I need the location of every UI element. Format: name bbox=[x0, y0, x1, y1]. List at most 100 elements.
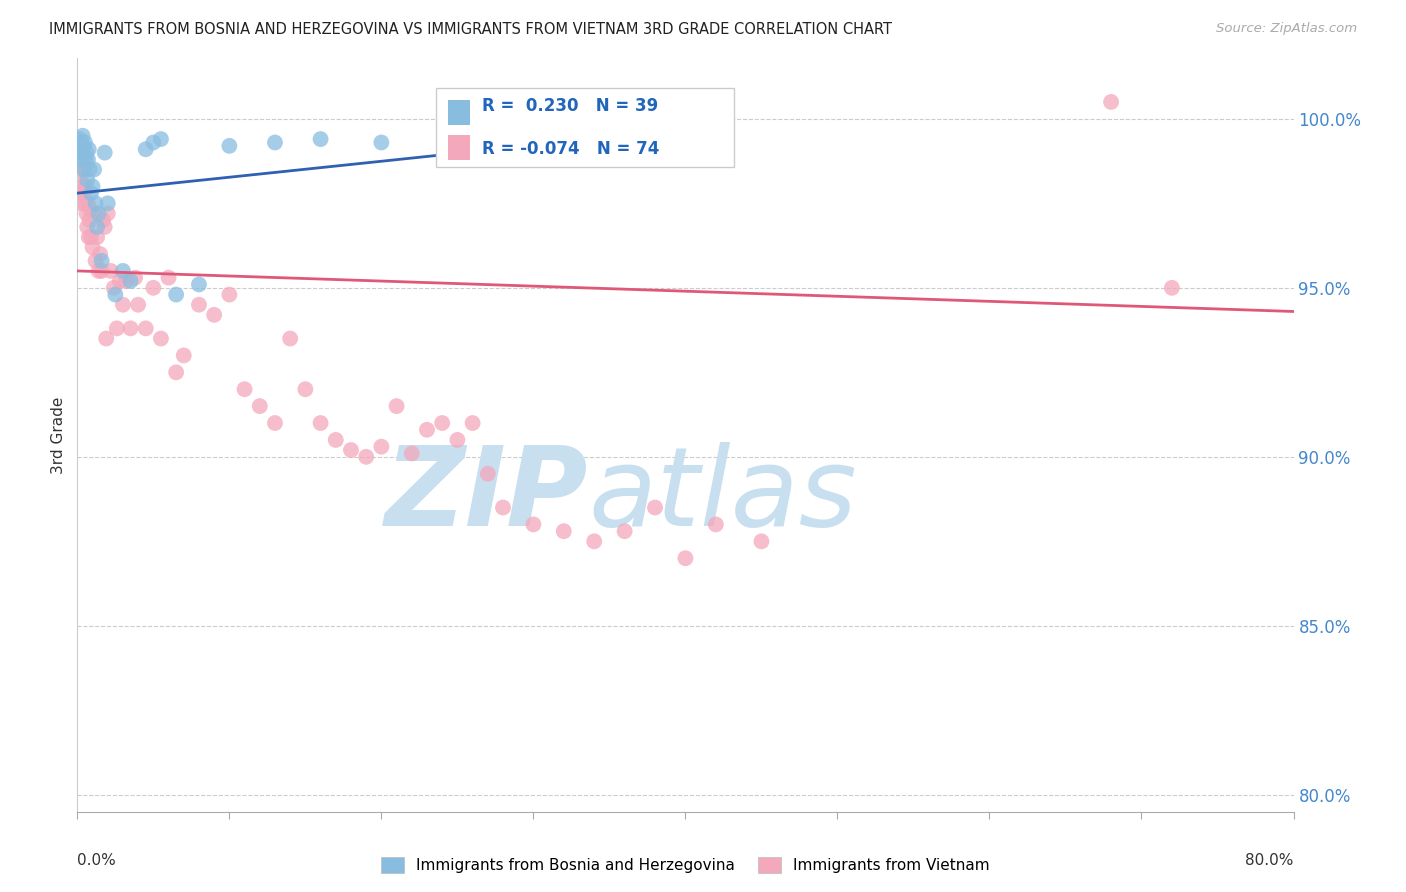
Point bbox=[70, 196, 93, 211]
Point bbox=[67, 142, 90, 156]
Point bbox=[73, 186, 96, 201]
Point bbox=[583, 534, 606, 549]
Point bbox=[309, 416, 332, 430]
Point bbox=[568, 132, 591, 146]
Point bbox=[89, 247, 111, 261]
Point bbox=[477, 467, 499, 481]
Point bbox=[111, 264, 134, 278]
Point bbox=[751, 534, 773, 549]
Y-axis label: 3rd Grade: 3rd Grade bbox=[51, 396, 66, 474]
Point bbox=[124, 270, 146, 285]
Point bbox=[69, 132, 91, 146]
Point bbox=[77, 230, 100, 244]
Point bbox=[325, 433, 347, 447]
Point bbox=[264, 136, 287, 150]
Point bbox=[157, 270, 180, 285]
Point bbox=[70, 145, 93, 160]
Point bbox=[1161, 281, 1184, 295]
Point bbox=[79, 162, 101, 177]
Point bbox=[82, 240, 104, 254]
Point bbox=[120, 274, 142, 288]
FancyBboxPatch shape bbox=[449, 135, 470, 160]
Point bbox=[75, 153, 97, 167]
Point bbox=[165, 365, 187, 379]
Point bbox=[370, 136, 392, 150]
Point bbox=[97, 196, 120, 211]
FancyBboxPatch shape bbox=[449, 100, 470, 125]
Point bbox=[79, 203, 101, 218]
Point bbox=[613, 128, 636, 143]
Point bbox=[76, 172, 98, 186]
Point bbox=[111, 298, 134, 312]
Point bbox=[644, 500, 666, 515]
Point bbox=[75, 145, 97, 160]
Point bbox=[72, 139, 94, 153]
Legend: Immigrants from Bosnia and Herzegovina, Immigrants from Vietnam: Immigrants from Bosnia and Herzegovina, … bbox=[375, 851, 995, 880]
Point bbox=[93, 219, 115, 234]
Point bbox=[86, 219, 108, 234]
Point bbox=[149, 132, 172, 146]
Point bbox=[87, 206, 110, 220]
Point bbox=[233, 382, 256, 396]
Point bbox=[104, 287, 127, 301]
Point bbox=[77, 153, 100, 167]
Point bbox=[67, 162, 90, 177]
Point bbox=[309, 132, 332, 146]
Point bbox=[165, 287, 187, 301]
Point bbox=[675, 551, 697, 566]
Point bbox=[87, 264, 110, 278]
Point bbox=[97, 206, 120, 220]
Point bbox=[83, 162, 105, 177]
Point bbox=[105, 321, 128, 335]
Point bbox=[75, 206, 97, 220]
Point bbox=[278, 332, 301, 346]
Point bbox=[135, 142, 157, 156]
Point bbox=[430, 416, 453, 430]
Point bbox=[80, 230, 103, 244]
Text: R = -0.074   N = 74: R = -0.074 N = 74 bbox=[482, 140, 659, 158]
Point bbox=[72, 179, 94, 194]
Point bbox=[90, 264, 112, 278]
Point bbox=[340, 443, 363, 458]
Point bbox=[120, 321, 142, 335]
Point bbox=[135, 321, 157, 335]
Point bbox=[73, 162, 96, 177]
Text: 80.0%: 80.0% bbox=[1246, 853, 1294, 868]
Point bbox=[149, 332, 172, 346]
Point bbox=[218, 287, 240, 301]
Point bbox=[461, 416, 484, 430]
Text: Source: ZipAtlas.com: Source: ZipAtlas.com bbox=[1216, 22, 1357, 36]
Point bbox=[76, 219, 98, 234]
Point bbox=[73, 136, 96, 150]
Point bbox=[188, 298, 211, 312]
Point bbox=[72, 128, 94, 143]
Point bbox=[84, 196, 107, 211]
Point bbox=[72, 162, 94, 177]
Text: R =  0.230   N = 39: R = 0.230 N = 39 bbox=[482, 97, 658, 115]
Point bbox=[354, 450, 377, 464]
Point bbox=[218, 139, 240, 153]
Point bbox=[370, 440, 392, 454]
Point bbox=[446, 139, 468, 153]
Point bbox=[77, 196, 100, 211]
FancyBboxPatch shape bbox=[436, 88, 734, 168]
Point bbox=[83, 206, 105, 220]
Point bbox=[69, 136, 91, 150]
Point bbox=[127, 298, 149, 312]
Point bbox=[613, 524, 636, 538]
Text: ZIP: ZIP bbox=[385, 442, 588, 549]
Point bbox=[188, 277, 211, 292]
Point bbox=[401, 446, 423, 460]
Point bbox=[69, 186, 91, 201]
Point bbox=[91, 213, 114, 227]
Point bbox=[96, 332, 118, 346]
Point bbox=[82, 179, 104, 194]
Point bbox=[142, 281, 165, 295]
Point bbox=[70, 145, 93, 160]
Point bbox=[704, 517, 727, 532]
Point bbox=[77, 142, 100, 156]
Point bbox=[385, 399, 408, 413]
Point bbox=[1099, 95, 1122, 109]
Point bbox=[264, 416, 287, 430]
Point bbox=[108, 274, 131, 288]
